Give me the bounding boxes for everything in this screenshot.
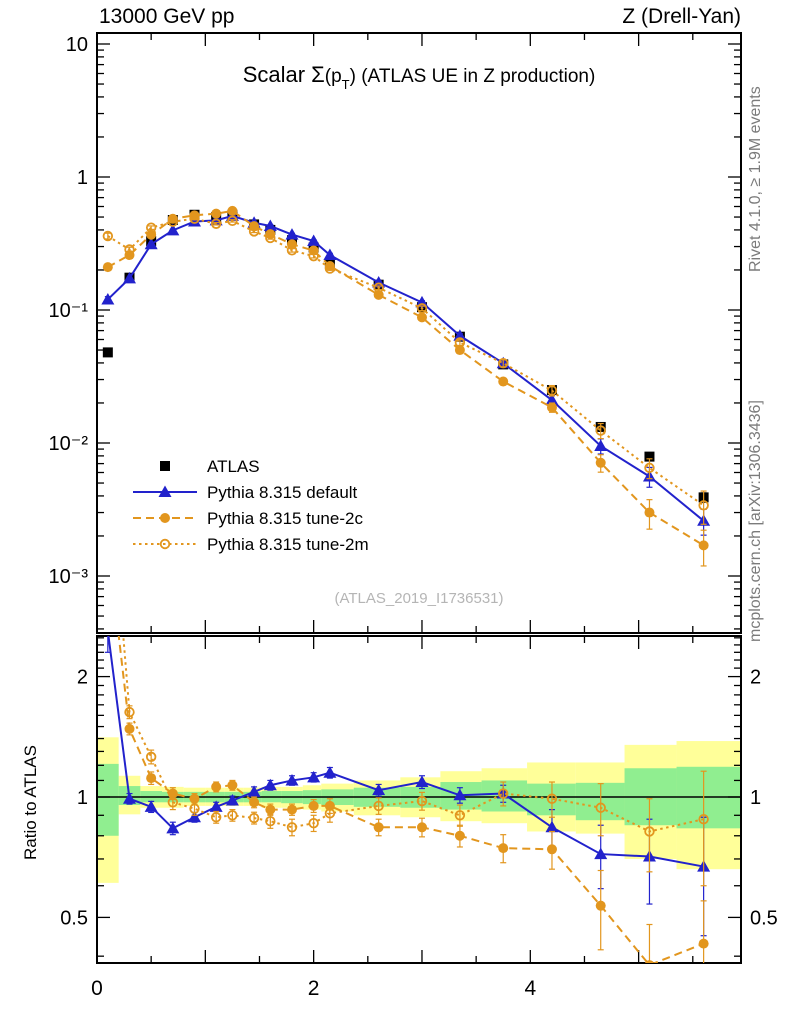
svg-text:1: 1: [750, 787, 761, 809]
mcplots-arxiv-note: mcplots.cern.ch [arXiv:1306.3436]: [747, 400, 764, 642]
rivet-version-note: Rivet 4.1.0, ≥ 1.9M events: [747, 86, 764, 272]
svg-text:1: 1: [77, 167, 88, 189]
plot-title-paren: (p: [324, 66, 342, 87]
header-beam-energy: 13000 GeV pp: [99, 5, 235, 28]
svg-text:10⁻³: 10⁻³: [49, 566, 89, 588]
svg-text:10⁻¹: 10⁻¹: [49, 300, 89, 322]
svg-text:Pythia 8.315 tune-2c: Pythia 8.315 tune-2c: [207, 509, 363, 528]
svg-text:10⁻²: 10⁻²: [49, 433, 89, 455]
plot-title-subscript: T: [341, 77, 350, 92]
ratio-panel-frame: [96, 635, 742, 964]
ratio-panel-series: [101, 636, 711, 963]
plot-title: Scalar Σ(pT) (ATLAS UE in Z production): [97, 62, 741, 92]
plot-title-suffix: ) (ATLAS UE in Z production): [349, 66, 596, 87]
axis-ticks: 10 1 10⁻¹ 10⁻² 10⁻³ 2 2 1 1 0.5 0.5 0 2 4: [49, 33, 778, 1000]
svg-text:0: 0: [91, 977, 103, 1000]
svg-text:Pythia 8.315 default: Pythia 8.315 default: [207, 483, 358, 502]
ratio-axis-label: Ratio to ATLAS: [21, 745, 40, 860]
svg-text:2: 2: [77, 667, 88, 689]
header-process: Z (Drell-Yan): [622, 5, 741, 28]
svg-text:2: 2: [308, 977, 320, 1000]
svg-text:2: 2: [750, 667, 761, 689]
analysis-id-watermark: (ATLAS_2019_I1736531): [334, 590, 504, 607]
main-panel-series: [101, 205, 711, 567]
svg-text:10: 10: [66, 34, 88, 56]
svg-text:0.5: 0.5: [60, 907, 88, 929]
svg-text:0.5: 0.5: [750, 907, 778, 929]
svg-text:Pythia 8.315 tune-2m: Pythia 8.315 tune-2m: [207, 535, 369, 554]
plot-title-observable: Scalar Σ: [242, 62, 325, 87]
main-panel-frame: [96, 32, 742, 634]
svg-text:ATLAS: ATLAS: [207, 457, 260, 476]
legend: ATLAS Pythia 8.315 default Pythia 8.315 tu…: [133, 457, 369, 554]
svg-text:1: 1: [77, 787, 88, 809]
svg-text:4: 4: [524, 977, 536, 1000]
